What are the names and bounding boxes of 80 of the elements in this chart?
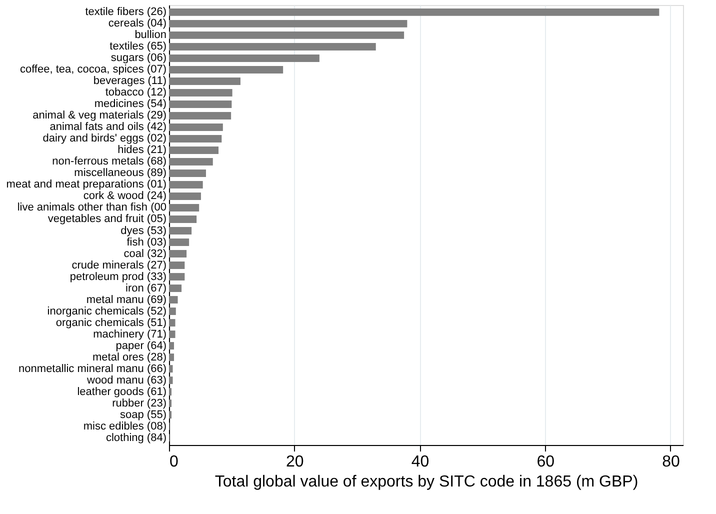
bar [169,77,240,85]
y-tick-label: iron (67) [126,282,166,294]
bar [169,192,201,200]
y-tick-label: medicines (54) [94,98,166,110]
y-tick-label: nonmetallic mineral manu (66) [18,362,166,375]
y-tick-label: textile fibers (26) [85,6,166,18]
bar [169,308,176,316]
y-tick-label: coffee, tea, cocoa, spices (07) [20,64,166,76]
bar [169,88,232,96]
bar [169,411,172,419]
y-tick-label: crude minerals (27) [72,259,166,272]
bar [169,216,197,223]
x-tick-label: 80 [662,454,680,470]
bar [169,100,232,108]
y-tick-label: metal ores (28) [92,351,166,364]
y-tick-label: rubber (23) [112,397,166,410]
y-tick-label: miscellaneous (89) [74,167,166,180]
bar [169,66,284,74]
bar [169,134,222,142]
x-tick-label: 0 [170,454,178,470]
bar [169,181,203,188]
y-tick-label: cork & wood (24) [83,190,166,202]
bar [169,123,223,131]
x-axis-title: Total global value of exports by SITC code in 1865 (m GBP) [214,474,638,490]
y-tick-label: tobacco (12) [105,86,166,99]
y-tick-label: organic chemicals (51) [56,316,166,329]
bar [169,146,219,154]
y-tick-label: petroleum prod (33) [70,270,166,283]
bar [169,330,176,338]
y-tick-label: dairy and birds' eggs (02) [42,132,166,145]
y-tick-label: cereals (04) [108,18,166,30]
y-tick-label: vegetables and fruit (05) [48,213,166,226]
bar [169,262,185,269]
y-tick-label: clothing (84) [106,432,166,444]
bar [169,8,660,16]
bar [169,319,176,327]
y-tick-label: fish (03) [126,236,166,248]
y-tick-label: metal manu (69) [86,294,166,306]
y-tick-label: inorganic chemicals (52) [47,305,166,318]
bar [169,158,213,166]
bar [169,365,173,373]
bar [169,204,200,212]
y-tick-label: animal & veg materials (29) [32,110,166,122]
y-tick-label: bullion [134,29,166,42]
y-tick-label: meat and meat preparations (01) [6,178,166,191]
bar [169,31,404,39]
bar [169,354,174,362]
bar [169,376,173,384]
bar [169,388,172,396]
y-tick-label: hides (21) [118,144,166,156]
y-tick-label: sugars (06) [110,52,166,64]
y-tick-label: textiles (65) [110,40,166,53]
y-tick-label: beverages (11) [93,75,166,88]
bar [169,342,174,350]
bar [169,169,206,177]
y-tick-label: live animals other than fish (00 [17,202,166,214]
y-tick-label: paper (64) [116,340,166,352]
bar [169,296,178,304]
y-tick-label: misc edibles (08) [83,420,166,432]
y-tick-label: machinery (71) [93,328,166,340]
bar [169,238,190,246]
y-tick-label: non-ferrous metals (68) [52,156,166,168]
bar [169,250,187,258]
y-tick-label: dyes (53) [120,224,166,237]
y-tick-label: coal (32) [124,248,166,260]
bar [169,42,376,50]
x-tick-label: 40 [411,454,430,470]
bar [169,20,408,28]
bar [169,400,172,408]
bar [169,112,232,120]
bar [169,227,192,234]
y-tick-label: soap (55) [120,408,166,421]
y-tick-label: animal fats and oils (42) [50,121,166,134]
y-tick-label: leather goods (61) [77,386,166,398]
bar [169,273,185,281]
x-tick-label: 20 [286,454,304,470]
bar [169,284,182,292]
bar [169,54,320,62]
y-tick-label: wood manu (63) [86,374,166,386]
x-tick-label: 60 [536,454,555,470]
